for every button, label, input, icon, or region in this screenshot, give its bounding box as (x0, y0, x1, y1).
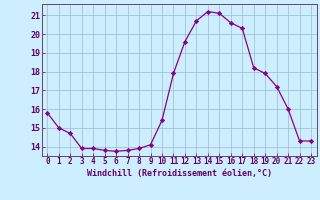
X-axis label: Windchill (Refroidissement éolien,°C): Windchill (Refroidissement éolien,°C) (87, 169, 272, 178)
